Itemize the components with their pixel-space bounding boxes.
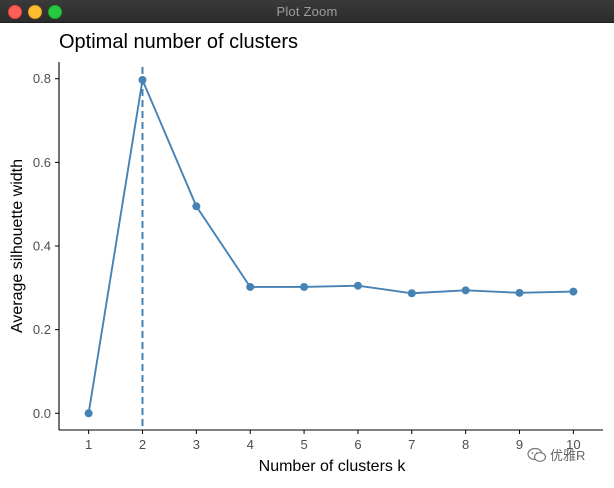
- x-tick-label: 5: [300, 437, 307, 452]
- plot-area: Optimal number of clusters Average silho…: [0, 22, 614, 483]
- x-tick-label: 3: [193, 437, 200, 452]
- silhouette-chart: Optimal number of clusters Average silho…: [9, 31, 603, 475]
- x-tick-label: 8: [462, 437, 469, 452]
- window-title: Plot Zoom: [276, 4, 338, 19]
- window-titlebar: Plot Zoom: [0, 0, 614, 23]
- minimize-window-button[interactable]: [28, 5, 42, 19]
- data-point-k3: [192, 202, 201, 211]
- y-tick-label: 0.4: [33, 239, 51, 254]
- x-axis-label: Number of clusters k: [259, 458, 407, 475]
- x-tick-label: 6: [354, 437, 361, 452]
- wechat-icon: [527, 447, 547, 462]
- x-tick-label: 4: [247, 437, 254, 452]
- series-group: [84, 75, 578, 418]
- data-point-k2: [138, 75, 147, 84]
- chart-title: Optimal number of clusters: [59, 31, 298, 53]
- watermark-text: 优雅R: [550, 448, 586, 463]
- x-tick-label: 2: [139, 437, 146, 452]
- watermark: 优雅R: [527, 445, 585, 464]
- y-tick-label: 0.6: [33, 155, 51, 170]
- data-point-k5: [300, 282, 309, 291]
- x-tick-label: 9: [516, 437, 523, 452]
- x-tick-label: 1: [85, 437, 92, 452]
- x-tick-label: 7: [408, 437, 415, 452]
- data-point-k7: [407, 289, 416, 298]
- y-tick-label: 0.0: [33, 406, 51, 421]
- close-window-button[interactable]: [8, 5, 22, 19]
- data-point-k4: [246, 282, 255, 291]
- data-point-k1: [84, 409, 93, 418]
- y-tick-label: 0.8: [33, 71, 51, 86]
- maximize-window-button[interactable]: [48, 5, 62, 19]
- series-line: [87, 76, 574, 414]
- data-point-k8: [461, 286, 470, 295]
- data-point-k9: [515, 288, 524, 297]
- data-point-k6: [353, 281, 362, 290]
- y-tick-label: 0.2: [33, 322, 51, 337]
- data-point-k10: [569, 287, 578, 296]
- axes: 0.0 0.2 0.4 0.6 0.8 1 2 3 4 5 6 7 8 9 10: [33, 62, 603, 452]
- x-tick-label: 10: [566, 437, 580, 452]
- y-axis-label: Average silhouette width: [9, 159, 26, 333]
